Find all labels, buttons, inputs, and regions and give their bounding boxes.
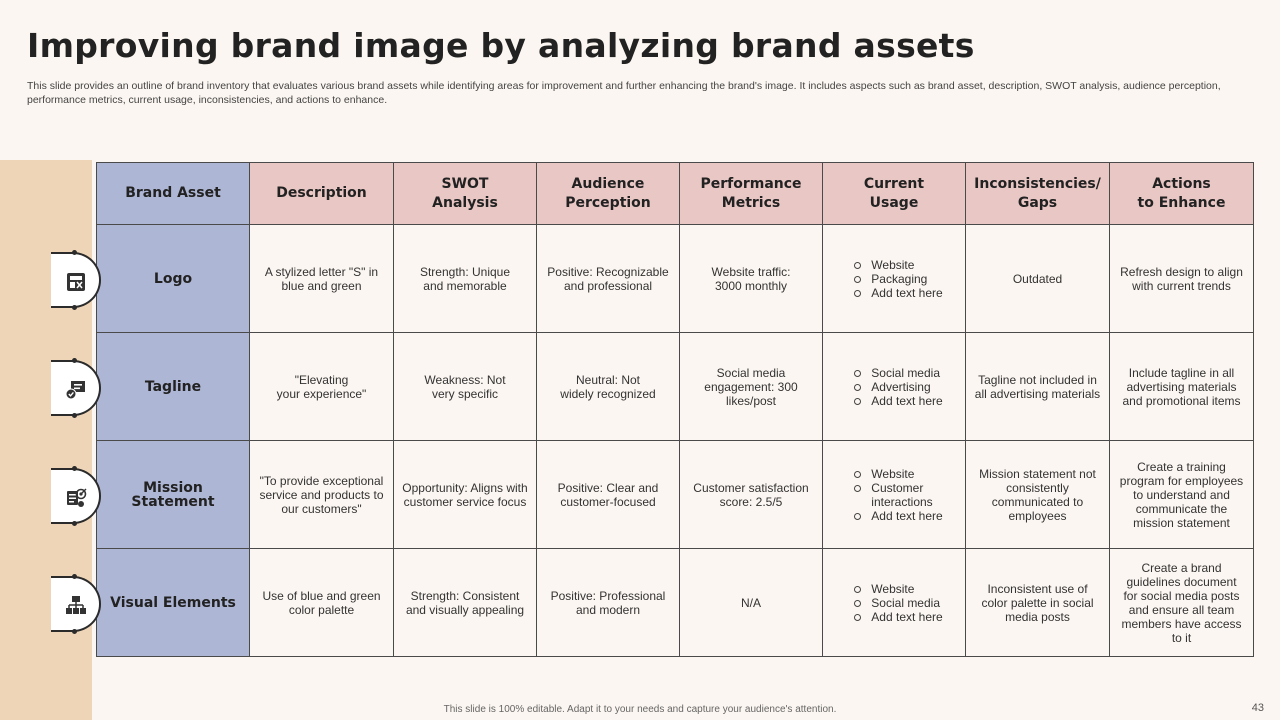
header-swot-analysis: SWOT Analysis <box>393 162 537 225</box>
header-current-usage: Current Usage <box>822 162 966 225</box>
speech-bubble-icon <box>65 381 85 400</box>
metrics-cell: N/A <box>679 548 823 657</box>
actions-cell: Create a brand guidelines document for s… <box>1109 548 1254 657</box>
table-row-logo: Logo A stylized letter "S" in blue and g… <box>96 224 1254 333</box>
usage-item: Add text here <box>845 286 943 300</box>
page-number: 43 <box>1251 702 1264 714</box>
usage-item: Website <box>845 582 942 596</box>
header-performance-metrics: Performance Metrics <box>679 162 823 225</box>
usage-cell: Social media Advertising Add text here <box>822 332 966 441</box>
asset-name: Mission Statement <box>96 440 250 549</box>
swot-cell: Strength: Unique and memorable <box>393 224 537 333</box>
footer-note: This slide is 100% editable. Adapt it to… <box>443 704 837 715</box>
header-actions-to-enhance: Actions to Enhance <box>1109 162 1254 225</box>
row-badge-tagline <box>51 358 101 418</box>
actions-cell: Refresh design to align with current tre… <box>1109 224 1254 333</box>
usage-item: Customer interactions <box>845 481 942 509</box>
usage-cell: Website Social media Add text here <box>822 548 966 657</box>
usage-item: Social media <box>845 366 942 380</box>
metrics-cell: Social media engagement: 300 likes/post <box>679 332 823 441</box>
table-row-mission-statement: Mission Statement "To provide exceptiona… <box>96 440 1254 549</box>
gaps-cell: Outdated <box>965 224 1110 333</box>
asset-name: Logo <box>96 224 250 333</box>
gaps-cell: Mission statement not consistently commu… <box>965 440 1110 549</box>
usage-list: Website Packaging Add text here <box>845 258 943 300</box>
usage-item: Website <box>845 467 942 481</box>
perception-cell: Positive: Professional and modern <box>536 548 680 657</box>
metrics-cell: Website traffic: 3000 monthly <box>679 224 823 333</box>
usage-cell: Website Customer interactions Add text h… <box>822 440 966 549</box>
usage-item: Packaging <box>845 272 942 286</box>
header-brand-asset: Brand Asset <box>96 162 250 225</box>
table-row-tagline: Tagline "Elevating your experience" Weak… <box>96 332 1254 441</box>
metrics-cell: Customer satisfaction score: 2.5/5 <box>679 440 823 549</box>
usage-item: Add text here <box>845 394 943 408</box>
usage-item: Website <box>845 258 942 272</box>
visual-hierarchy-icon <box>66 596 86 614</box>
description-cell: A stylized letter "S" in blue and green <box>249 224 394 333</box>
asset-name: Tagline <box>96 332 250 441</box>
page-subtitle: This slide provides an outline of brand … <box>27 80 1221 106</box>
perception-cell: Neutral: Not widely recognized <box>536 332 680 441</box>
gaps-cell: Tagline not included in all advertising … <box>965 332 1110 441</box>
usage-item: Add text here <box>845 509 943 523</box>
table-row-visual-elements: Visual Elements Use of blue and green co… <box>96 548 1254 657</box>
actions-cell: Create a training program for employees … <box>1109 440 1254 549</box>
description-cell: "To provide exceptional service and prod… <box>249 440 394 549</box>
perception-cell: Positive: Recognizable and professional <box>536 224 680 333</box>
usage-item: Advertising <box>845 380 942 394</box>
brand-assets-table: Brand Asset Description SWOT Analysis Au… <box>96 162 1254 657</box>
swot-cell: Weakness: Not very specific <box>393 332 537 441</box>
usage-item: Add text here <box>845 610 943 624</box>
usage-list: Website Social media Add text here <box>845 582 943 624</box>
asset-name: Visual Elements <box>96 548 250 657</box>
perception-cell: Positive: Clear and customer-focused <box>536 440 680 549</box>
usage-list: Social media Advertising Add text here <box>845 366 943 408</box>
row-badge-logo <box>51 250 101 310</box>
header-description: Description <box>249 162 394 225</box>
usage-list: Website Customer interactions Add text h… <box>845 467 943 523</box>
row-badge-mission-statement <box>51 466 101 526</box>
mission-target-icon <box>67 488 87 507</box>
swot-cell: Opportunity: Aligns with customer servic… <box>393 440 537 549</box>
header-audience-perception: Audience Perception <box>536 162 680 225</box>
actions-cell: Include tagline in all advertising mater… <box>1109 332 1254 441</box>
usage-item: Social media <box>845 596 942 610</box>
swot-cell: Strength: Consistent and visually appeal… <box>393 548 537 657</box>
gaps-cell: Inconsistent use of color palette in soc… <box>965 548 1110 657</box>
usage-cell: Website Packaging Add text here <box>822 224 966 333</box>
page-title: Improving brand image by analyzing brand… <box>27 26 975 65</box>
description-cell: "Elevating your experience" <box>249 332 394 441</box>
table-header-row: Brand Asset Description SWOT Analysis Au… <box>96 162 1254 225</box>
description-cell: Use of blue and green color palette <box>249 548 394 657</box>
logo-design-icon <box>67 273 85 291</box>
header-inconsistencies-gaps: Inconsistencies/ Gaps <box>965 162 1110 225</box>
row-badge-visual-elements <box>51 574 101 634</box>
left-accent-band <box>0 160 92 720</box>
